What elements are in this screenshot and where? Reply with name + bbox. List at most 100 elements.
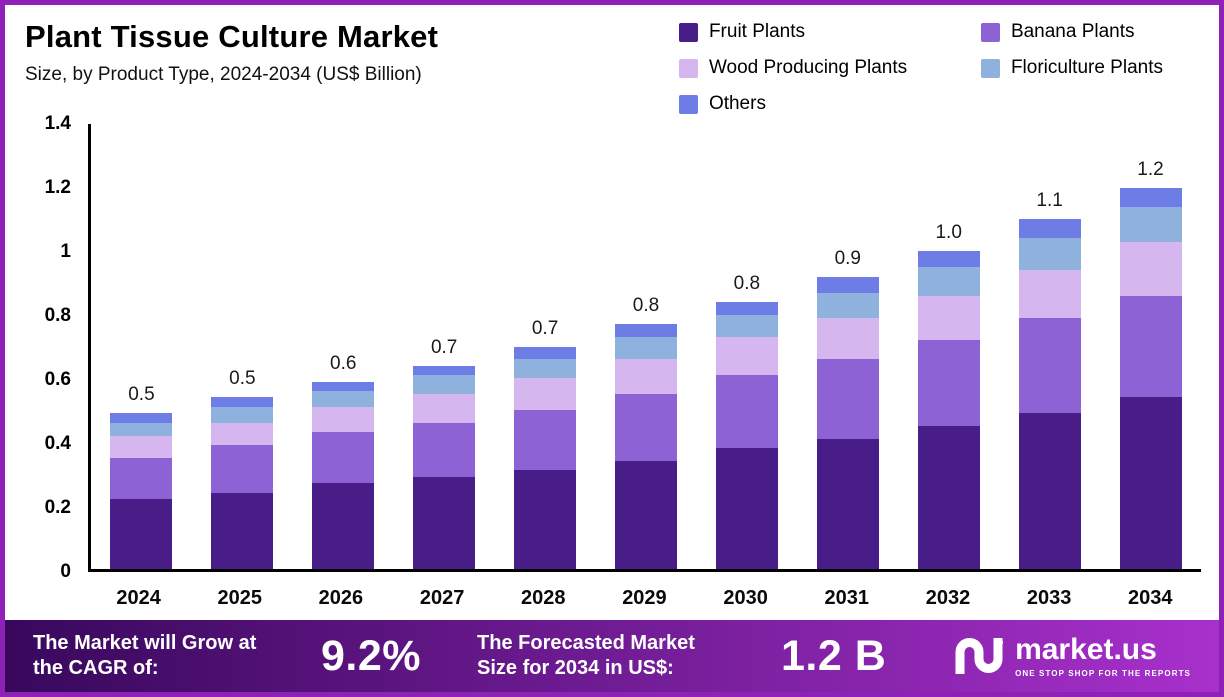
bar-segment-banana-plants xyxy=(1119,295,1182,398)
bar-segment-banana-plants xyxy=(211,445,274,493)
bar-segment-floriculture-plants xyxy=(211,406,274,423)
bar-2029: 0.8 xyxy=(614,124,677,569)
bar-segment-others xyxy=(413,365,476,376)
x-axis-label: 2032 xyxy=(925,587,971,609)
y-tick-label: 0.4 xyxy=(44,433,71,454)
x-axis-label: 2028 xyxy=(521,587,566,609)
bar-segment-fruit-plants xyxy=(514,470,577,569)
x-axis-label: 2025 xyxy=(217,587,263,609)
brand-name: market.us xyxy=(1015,632,1157,666)
bar-segment-wood-producing-plants xyxy=(1119,241,1182,296)
x-axis-label: 2031 xyxy=(824,587,870,609)
y-tick-label: 0.2 xyxy=(44,497,71,518)
footer-banner: The Market will Grow at the CAGR of: 9.2… xyxy=(5,620,1219,692)
bar-segment-wood-producing-plants xyxy=(514,378,577,411)
bar-segment-wood-producing-plants xyxy=(715,336,778,376)
legend-swatch-fruit-plants xyxy=(678,22,698,42)
bar-total-label: 0.5 xyxy=(128,384,155,406)
bar-segment-floriculture-plants xyxy=(312,391,375,407)
legend-item-others: Others xyxy=(678,93,981,115)
bar-segment-banana-plants xyxy=(1018,317,1081,414)
bar-segment-fruit-plants xyxy=(614,460,677,569)
legend-swatch-others xyxy=(678,94,698,114)
bar-segment-wood-producing-plants xyxy=(816,317,879,360)
x-axis-label: 2029 xyxy=(622,587,667,609)
bar-segment-floriculture-plants xyxy=(816,292,879,318)
bar-2024: 0.5 xyxy=(110,124,173,569)
bar-total-label: 1.0 xyxy=(935,222,962,244)
plot-area: 0.5 0.5 0.6 0.7 0.7 0.8 0.8 0.9 1.0 1.1 1.2 xyxy=(88,124,1201,572)
bar-segment-floriculture-plants xyxy=(715,314,778,337)
bar-segment-others xyxy=(816,276,879,293)
bar-2030: 0.8 xyxy=(715,124,778,569)
bar-total-label: 0.7 xyxy=(430,336,458,358)
bar-segment-wood-producing-plants xyxy=(1018,270,1081,318)
bar-segment-floriculture-plants xyxy=(110,422,173,436)
x-axis-label: 2026 xyxy=(318,587,364,609)
bar-segment-fruit-plants xyxy=(312,483,375,569)
bar-segment-banana-plants xyxy=(413,422,476,477)
brand-tagline: ONE STOP SHOP FOR THE REPORTS xyxy=(1015,668,1191,678)
bar-segment-fruit-plants xyxy=(110,499,173,569)
y-tick-label: 0.8 xyxy=(44,305,71,326)
bar-segment-others xyxy=(312,381,375,392)
x-axis-labels: 2024 2025 2026 2027 2028 2029 2030 2031 2032 2033… xyxy=(88,587,1201,610)
bar-total-label: 0.6 xyxy=(330,352,357,374)
bar-segment-others xyxy=(1119,187,1182,207)
legend-label: Others xyxy=(708,93,766,114)
x-axis-label: 2027 xyxy=(419,587,465,609)
y-axis-labels: 1.4 1.2 1 0.8 0.6 0.4 0.2 0 xyxy=(27,113,79,582)
bar-total-label: 0.7 xyxy=(531,317,559,339)
bar-total-label: 0.8 xyxy=(733,273,761,295)
bar-segment-fruit-plants xyxy=(715,448,778,569)
bar-total-label: 0.5 xyxy=(229,368,256,390)
bar-segment-floriculture-plants xyxy=(514,359,577,379)
bar-segment-others xyxy=(1018,219,1081,239)
bar-total-label: 1.1 xyxy=(1036,190,1063,212)
marketus-logo-icon xyxy=(955,638,1004,674)
bar-segment-fruit-plants xyxy=(1119,397,1182,569)
bar-segment-wood-producing-plants xyxy=(312,406,375,433)
legend-label: Fruit Plants xyxy=(708,21,806,42)
bar-segment-fruit-plants xyxy=(917,425,980,569)
bar-segment-wood-producing-plants xyxy=(110,435,173,458)
forecast-label: The Forecasted Market Size for 2034 in U… xyxy=(477,632,695,679)
legend-item-floriculture-plants: Floriculture Plants xyxy=(980,57,1163,79)
bar-total-label: 0.9 xyxy=(834,247,861,269)
bar-2031: 0.9 xyxy=(816,124,879,569)
bar-total-label: 1.2 xyxy=(1137,158,1164,180)
bar-2032: 1.0 xyxy=(917,124,980,569)
bar-2034: 1.2 xyxy=(1119,124,1182,569)
chart-area: 1.4 1.2 1 0.8 0.6 0.4 0.2 0 0.5 0.5 0.6 0.7 0.7 0.8 0… xyxy=(27,113,1201,620)
bar-segment-banana-plants xyxy=(514,410,577,471)
brand-logo: market.us ONE STOP SHOP FOR THE REPORTS xyxy=(955,632,1191,678)
bar-total-label: 0.8 xyxy=(632,295,660,317)
legend-label: Banana Plants xyxy=(1010,21,1135,42)
bar-segment-floriculture-plants xyxy=(413,375,476,395)
bar-segment-banana-plants xyxy=(917,340,980,426)
bar-segment-wood-producing-plants xyxy=(917,295,980,341)
bar-segment-others xyxy=(715,302,778,315)
bar-segment-floriculture-plants xyxy=(1018,238,1081,271)
cagr-value: 9.2% xyxy=(321,631,422,680)
legend-item-wood-producing-plants: Wood Producing Plants xyxy=(678,57,981,79)
x-axis-label: 2033 xyxy=(1026,587,1072,609)
brand-text: market.us ONE STOP SHOP FOR THE REPORTS xyxy=(1015,632,1191,678)
page-title: Plant Tissue Culture Market xyxy=(25,19,439,54)
bar-segment-banana-plants xyxy=(715,375,778,449)
cagr-label: The Market will Grow at the CAGR of: xyxy=(33,632,257,679)
bar-segment-fruit-plants xyxy=(413,476,476,569)
bar-segment-others xyxy=(917,251,980,268)
legend-label: Wood Producing Plants xyxy=(708,57,908,78)
bar-segment-floriculture-plants xyxy=(614,336,677,360)
bar-segment-wood-producing-plants xyxy=(614,359,677,395)
x-axis-label: 2034 xyxy=(1128,587,1173,609)
bar-segment-banana-plants xyxy=(312,432,375,484)
legend-item-banana-plants: Banana Plants xyxy=(980,21,1163,43)
bar-segment-banana-plants xyxy=(614,394,677,461)
forecast-value: 1.2 B xyxy=(781,631,887,680)
legend-swatch-banana-plants xyxy=(980,22,1000,42)
bar-segment-wood-producing-plants xyxy=(413,394,476,423)
bar-segment-others xyxy=(514,346,577,360)
